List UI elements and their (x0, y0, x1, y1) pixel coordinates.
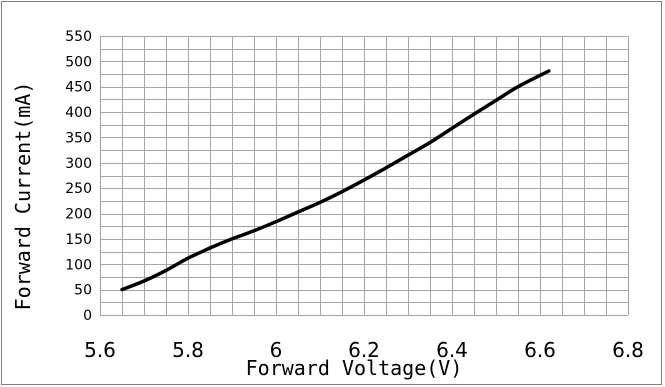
y-axis-title: Forward Current(mA) (11, 82, 35, 311)
y-tick-label: 100 (65, 257, 92, 273)
y-tick-label: 350 (65, 130, 92, 146)
x-tick-label: 6.2 (348, 338, 380, 362)
y-tick-label: 400 (65, 105, 92, 121)
y-tick-label: 200 (65, 207, 92, 223)
y-tick-label: 500 (65, 54, 92, 70)
y-tick-label: 50 (74, 283, 92, 299)
gridlines (100, 36, 629, 316)
y-tick-label: 150 (65, 232, 92, 248)
x-tick-label: 5.8 (172, 338, 204, 362)
y-tick-label: 0 (83, 308, 92, 324)
y-tick-label: 250 (65, 181, 92, 197)
x-tick-label: 6.4 (436, 338, 468, 362)
y-tick-label: 450 (65, 80, 92, 96)
y-tick-labels: 0 50 100 150 200 250 300 350 400 450 500 550 (65, 29, 92, 324)
series-group (120, 69, 551, 292)
x-tick-label: 6 (270, 338, 283, 362)
y-tick-label: 550 (65, 29, 92, 45)
y-tick-label: 300 (65, 156, 92, 172)
x-tick-label: 6.8 (612, 338, 644, 362)
series-line (120, 69, 551, 292)
x-axis-title: Forward Voltage(V) (246, 356, 463, 380)
x-tick-label: 5.6 (84, 338, 116, 362)
x-tick-labels: 5.6 5.8 6 6.2 6.4 6.6 6.8 (84, 338, 644, 362)
x-tick-label: 6.6 (524, 338, 556, 362)
